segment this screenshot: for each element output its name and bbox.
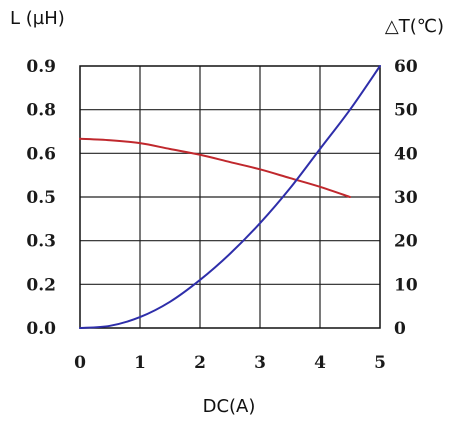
- left-y-tick-label: 0.8: [26, 101, 56, 121]
- right-y-tick-label: 10: [394, 275, 418, 295]
- series-group: [79, 65, 381, 329]
- left-y-tick-label: 0.2: [26, 275, 56, 295]
- grid: [80, 66, 380, 328]
- x-tick-label: 1: [134, 353, 146, 373]
- right-y-tick-label: 30: [394, 188, 418, 208]
- right-y-tick-label: 50: [394, 101, 418, 121]
- left-y-tick-label: 0.6: [26, 144, 56, 164]
- left-axis-title: L (µH): [10, 8, 65, 29]
- x-axis-title: DC(A): [203, 396, 256, 417]
- left-y-tick-label: 0.9: [26, 57, 56, 77]
- right-y-tick-label: 60: [394, 57, 418, 77]
- tick-labels: 0 1 2 3 4 5 0.0 0.2 0.3 0.5 0.6 0.8 0.9 0 10 20 30 40 50 60: [26, 57, 417, 373]
- left-y-tick-label: 0.3: [26, 232, 56, 252]
- right-axis-title: △T(℃): [385, 16, 444, 37]
- x-tick-label: 5: [374, 353, 386, 373]
- inductance-line: [79, 137, 351, 198]
- right-y-tick-label: 40: [394, 144, 418, 164]
- x-tick-label: 4: [314, 353, 326, 373]
- right-y-tick-label: 20: [394, 232, 418, 252]
- right-y-tick-label: 0: [394, 319, 406, 339]
- left-y-tick-label: 0.5: [26, 188, 56, 208]
- x-tick-label: 0: [74, 353, 86, 373]
- x-tick-label: 2: [194, 353, 206, 373]
- plot-frame: [79, 65, 381, 329]
- x-tick-label: 3: [254, 353, 266, 373]
- left-y-tick-label: 0.0: [26, 319, 56, 339]
- temperature-rise-line: [79, 65, 381, 329]
